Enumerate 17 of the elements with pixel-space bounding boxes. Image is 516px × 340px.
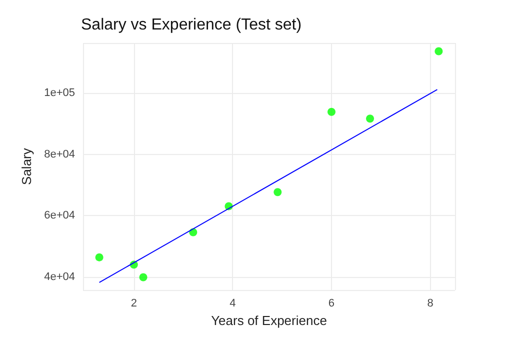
- x-tick-label: 4: [230, 298, 236, 310]
- x-axis-title: Years of Experience: [211, 313, 327, 328]
- y-tick-label: 8e+04: [44, 148, 75, 160]
- y-tick-label: 1e+05: [44, 87, 75, 100]
- x-tick-label: 8: [427, 298, 434, 310]
- point: [95, 253, 104, 262]
- point: [328, 108, 336, 116]
- y-axis-title: Salary: [19, 148, 34, 185]
- x-tick-label: 6: [328, 298, 335, 310]
- point: [139, 273, 148, 282]
- point: [274, 188, 282, 196]
- point: [434, 47, 443, 56]
- x-tick-label: 2: [130, 298, 137, 310]
- y-tick-label: 6e+04: [44, 210, 75, 222]
- y-tick-label: 4e+04: [44, 270, 75, 283]
- chart-title: Salary vs Experience (Test set): [81, 16, 302, 34]
- point: [366, 114, 374, 123]
